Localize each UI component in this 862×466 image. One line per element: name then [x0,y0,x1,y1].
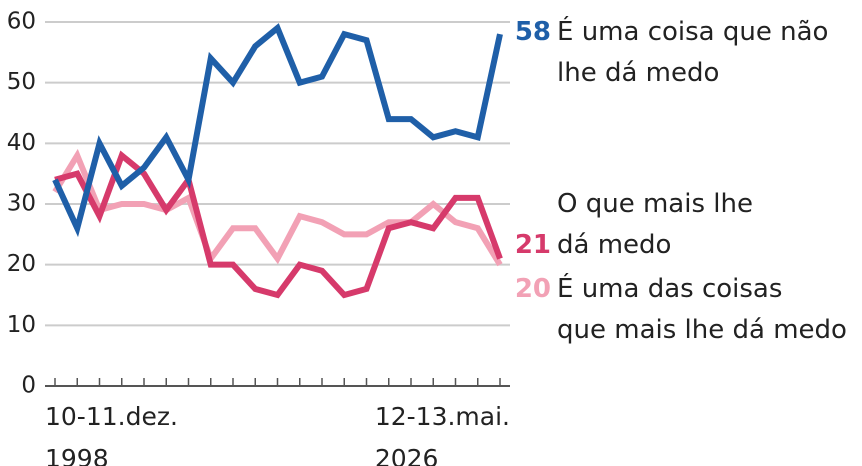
end-value-label: 21 [514,230,551,260]
legend-label: É uma coisa que não lhe dá medo [557,17,829,88]
x-tick-label: 10-11.dez. 1998 [45,402,178,466]
series-line [54,150,503,299]
end-value-label: 20 [514,274,551,304]
legend-label: O que mais lhe dá medo [557,189,753,260]
y-tick-label: 10 [7,312,36,338]
y-tick-label: 40 [7,130,36,156]
series-line [52,23,503,238]
y-tick-label: 0 [21,373,36,399]
y-tick-label: 50 [7,69,36,95]
y-tick-label: 30 [7,191,36,217]
legend-label: É uma das coisas que mais lhe dá medo [557,274,847,345]
end-value-label: 58 [514,17,551,47]
series-line [52,148,503,267]
y-tick-label: 20 [7,251,36,277]
x-tick-label: 12-13.mai. 2026 [374,402,510,466]
y-tick-label: 60 [7,9,36,35]
